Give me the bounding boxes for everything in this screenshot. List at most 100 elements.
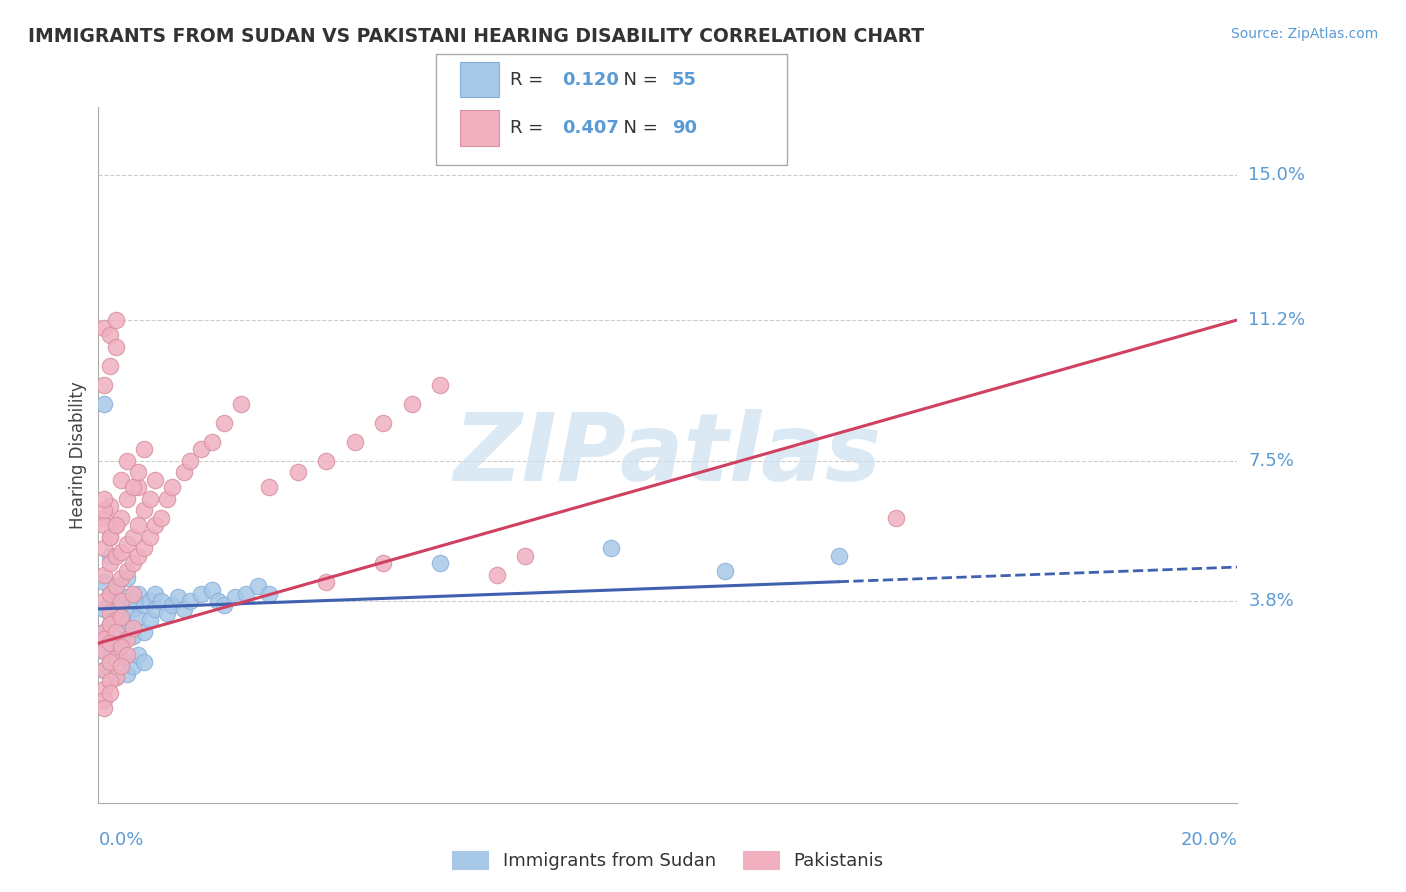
Point <box>115 621 138 635</box>
Point <box>98 530 121 544</box>
Point <box>93 624 115 639</box>
Point <box>127 648 149 662</box>
Point <box>173 465 195 479</box>
Point <box>115 591 138 605</box>
Point <box>115 648 138 662</box>
Point <box>121 621 143 635</box>
Point <box>121 594 143 608</box>
Point <box>93 396 115 410</box>
Point <box>104 549 127 563</box>
Point <box>138 613 160 627</box>
Point <box>93 575 115 590</box>
Point <box>145 518 167 533</box>
Point <box>93 377 115 392</box>
Point <box>98 587 121 601</box>
Point <box>315 575 337 590</box>
Point <box>93 503 115 517</box>
Text: 15.0%: 15.0% <box>1249 167 1305 185</box>
Point <box>828 549 851 563</box>
Point <box>287 465 309 479</box>
Point <box>127 549 149 563</box>
Point <box>179 453 201 467</box>
Text: 90: 90 <box>672 119 697 136</box>
Point <box>93 541 115 555</box>
Point <box>190 587 212 601</box>
Point <box>121 556 143 570</box>
Text: R =: R = <box>510 119 550 136</box>
Point <box>110 640 132 654</box>
Y-axis label: Hearing Disability: Hearing Disability <box>69 381 87 529</box>
Point <box>104 579 127 593</box>
Point <box>132 503 155 517</box>
Point <box>315 453 337 467</box>
Point <box>115 537 138 551</box>
Point <box>127 480 149 494</box>
Point <box>138 491 160 506</box>
Point <box>110 572 132 586</box>
Point <box>115 453 138 467</box>
Point <box>104 632 127 647</box>
Point <box>259 587 281 601</box>
Point <box>98 556 121 570</box>
Text: 11.2%: 11.2% <box>1249 311 1306 329</box>
Point <box>93 602 115 616</box>
Point <box>98 594 121 608</box>
Point <box>98 655 121 669</box>
Point <box>110 598 132 612</box>
Point <box>212 416 235 430</box>
Point <box>93 624 115 639</box>
Text: N =: N = <box>612 70 664 88</box>
Point <box>98 549 121 563</box>
Point <box>115 572 138 586</box>
Point <box>93 663 115 677</box>
Point <box>486 567 509 582</box>
Point <box>110 545 132 559</box>
Point <box>93 491 115 506</box>
Point <box>98 328 121 343</box>
Text: Source: ZipAtlas.com: Source: ZipAtlas.com <box>1230 27 1378 41</box>
Point <box>98 617 121 632</box>
Point <box>373 556 395 570</box>
Text: 55: 55 <box>672 70 697 88</box>
Point <box>98 655 121 669</box>
Point <box>104 670 127 684</box>
Point <box>401 396 423 410</box>
Point <box>127 609 149 624</box>
Text: IMMIGRANTS FROM SUDAN VS PAKISTANI HEARING DISABILITY CORRELATION CHART: IMMIGRANTS FROM SUDAN VS PAKISTANI HEARI… <box>28 27 924 45</box>
Point <box>235 587 257 601</box>
Point <box>98 500 121 514</box>
Point <box>162 480 184 494</box>
Point <box>121 480 143 494</box>
Text: 3.8%: 3.8% <box>1249 592 1294 610</box>
Point <box>110 659 132 673</box>
Point <box>104 606 127 620</box>
Point <box>150 510 173 524</box>
Point <box>115 666 138 681</box>
Point <box>98 587 121 601</box>
Point <box>98 606 121 620</box>
Point <box>127 465 149 479</box>
Point <box>515 549 537 563</box>
Point <box>110 651 132 665</box>
Point <box>93 700 115 714</box>
Point <box>132 541 155 555</box>
Point <box>132 655 155 669</box>
Point <box>207 594 229 608</box>
Point <box>145 473 167 487</box>
Point <box>98 530 121 544</box>
Point <box>104 579 127 593</box>
Point <box>373 416 395 430</box>
Point <box>600 541 623 555</box>
Point <box>201 582 224 597</box>
Point <box>98 674 121 689</box>
Point <box>98 359 121 373</box>
Point <box>132 624 155 639</box>
Text: 0.407: 0.407 <box>562 119 619 136</box>
Point <box>104 313 127 327</box>
Text: 7.5%: 7.5% <box>1249 451 1295 469</box>
Point <box>93 632 115 647</box>
Point <box>93 644 115 658</box>
Point <box>162 598 184 612</box>
Point <box>429 556 451 570</box>
Point <box>884 510 907 524</box>
